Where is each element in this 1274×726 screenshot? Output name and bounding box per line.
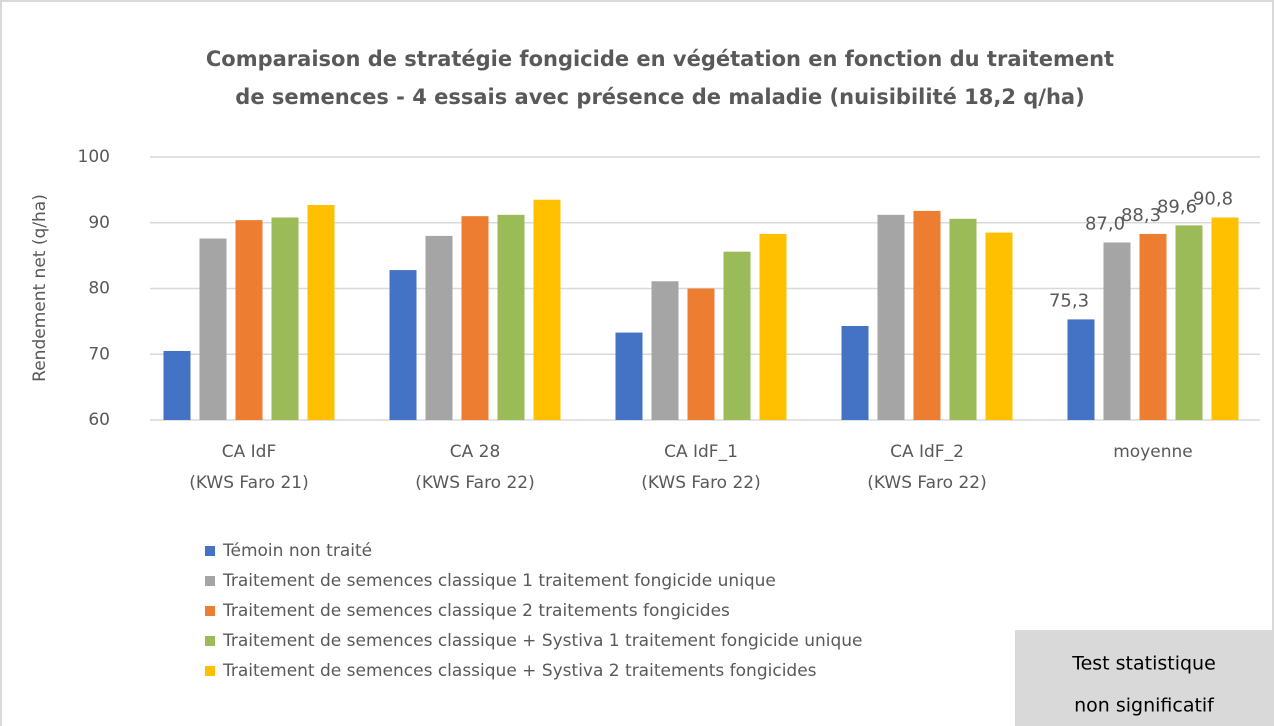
bar (533, 199, 561, 420)
bar (723, 251, 751, 420)
annotation-box (1015, 630, 1274, 726)
data-label: 87,0 (1085, 213, 1125, 234)
x-tick-label: CA IdF_2 (890, 442, 964, 462)
legend-label: Traitement de semences classique 2 trait… (222, 601, 730, 621)
bar (307, 204, 335, 420)
bar (687, 288, 715, 420)
bar (1067, 319, 1095, 420)
legend-swatch (205, 666, 215, 676)
bar (461, 216, 489, 420)
data-label: 90,8 (1193, 188, 1233, 209)
annotation: non significatif (1074, 695, 1215, 717)
bar (497, 214, 525, 420)
x-tick-label: moyenne (1113, 442, 1193, 462)
y-tick-label: 60 (88, 410, 110, 430)
legend-label: Traitement de semences classique + Systi… (222, 631, 863, 651)
legend-label: Traitement de semences classique 1 trait… (222, 571, 776, 591)
bar (1211, 217, 1239, 420)
y-tick-label: 100 (78, 147, 110, 167)
bar (759, 233, 787, 420)
bar (235, 220, 263, 420)
x-tick-label: CA 28 (450, 442, 501, 462)
data-label: 75,3 (1049, 290, 1089, 311)
legend-swatch (205, 546, 215, 556)
bar (651, 281, 679, 420)
y-axis-title: Rendement net (q/ha) (30, 194, 50, 382)
x-tick-label: CA IdF (222, 442, 277, 462)
bar (1139, 233, 1167, 420)
y-tick-label: 70 (88, 344, 110, 364)
x-tick-label: (KWS Faro 21) (189, 473, 309, 493)
bar (949, 218, 977, 420)
bar (615, 332, 643, 420)
x-tick-label: (KWS Faro 22) (867, 473, 987, 493)
legend-swatch (205, 606, 215, 616)
bar (389, 270, 417, 420)
bar (271, 217, 299, 420)
chart-title: de semences - 4 essais avec présence de … (235, 85, 1084, 109)
bar (163, 350, 191, 420)
bar (985, 232, 1013, 420)
legend-label: Témoin non traité (222, 541, 372, 561)
bar (877, 214, 905, 420)
x-tick-label: (KWS Faro 22) (415, 473, 535, 493)
legend-swatch (205, 636, 215, 646)
annotation: Test statistique (1071, 653, 1216, 675)
bar (425, 235, 453, 420)
chart-title: Comparaison de stratégie fongicide en vé… (206, 47, 1114, 71)
legend-swatch (205, 576, 215, 586)
y-tick-label: 90 (88, 213, 110, 233)
y-tick-label: 80 (88, 279, 110, 299)
bar (913, 210, 941, 420)
bar (199, 238, 227, 420)
data-label: 89,6 (1157, 196, 1197, 217)
bar (841, 325, 869, 420)
bar (1175, 225, 1203, 420)
legend-label: Traitement de semences classique + Systi… (222, 661, 817, 681)
data-label: 88,3 (1121, 205, 1161, 226)
x-tick-label: CA IdF_1 (664, 442, 738, 462)
bar (1103, 242, 1131, 420)
x-tick-label: (KWS Faro 22) (641, 473, 761, 493)
